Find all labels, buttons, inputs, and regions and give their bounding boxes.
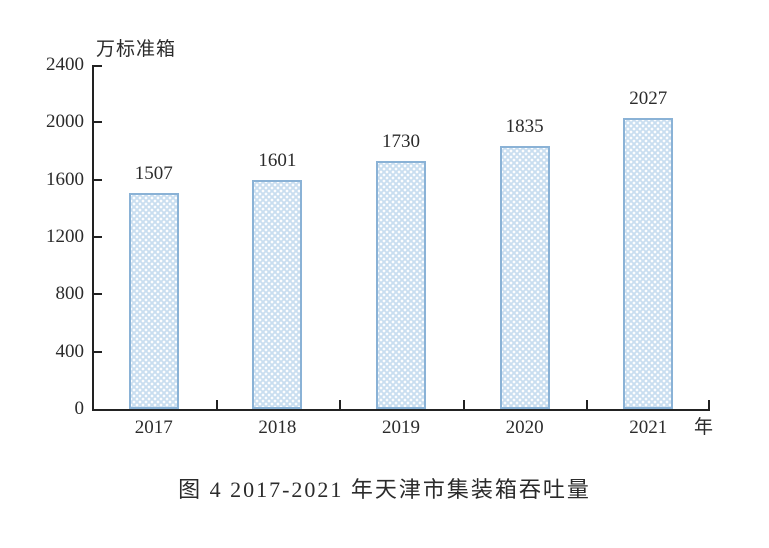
- x-axis-line: [92, 409, 710, 411]
- bar-value-label: 1507: [134, 163, 173, 184]
- y-tick-mark: [94, 121, 102, 124]
- y-axis-unit-label: 万标准箱: [96, 39, 177, 60]
- x-tick-label: 2018: [258, 417, 297, 438]
- bar-2017: [128, 193, 179, 409]
- y-tick-label: 800: [55, 283, 85, 305]
- bar-2018: [252, 180, 303, 409]
- bar-value-label: 1835: [505, 116, 544, 137]
- y-tick-label: 0: [74, 398, 85, 419]
- x-tick-label: 2020: [505, 417, 544, 438]
- bar-2020: [499, 146, 550, 409]
- y-tick-mark: [94, 293, 102, 296]
- y-tick-label: 1200: [46, 226, 84, 247]
- y-tick-label: 2000: [46, 111, 84, 133]
- bar-value-label: 1730: [382, 131, 420, 152]
- bar-value-label: 2027: [629, 88, 668, 109]
- figure-caption: 图 4 2017-2021 年天津市集装箱吞吐量: [178, 477, 591, 502]
- y-axis-line: [92, 65, 94, 411]
- y-tick-mark: [94, 350, 102, 353]
- x-tick-mark: [586, 400, 589, 409]
- bar-value-label: 1601: [258, 150, 297, 171]
- y-tick-label: 2400: [46, 54, 84, 75]
- y-tick-mark: [94, 236, 102, 238]
- y-tick-label: 1600: [46, 168, 84, 190]
- bar-2021: [623, 118, 674, 409]
- x-tick-label: 2017: [134, 417, 173, 438]
- bar-2019: [376, 161, 426, 409]
- x-tick-mark: [708, 400, 710, 409]
- x-tick-mark: [339, 400, 342, 409]
- x-axis-unit-label: 年: [694, 417, 714, 438]
- x-tick-mark: [215, 400, 218, 409]
- y-tick-mark: [94, 65, 102, 67]
- y-tick-label: 400: [55, 340, 85, 362]
- plot-area: 0 400 800 1200 1600 2000 2400 1507 1601 1730 1835…: [46, 54, 710, 438]
- y-tick-mark: [94, 178, 102, 181]
- x-tick-mark: [462, 400, 465, 409]
- x-tick-label: 2019: [382, 417, 420, 438]
- x-tick-label: 2021: [629, 417, 668, 438]
